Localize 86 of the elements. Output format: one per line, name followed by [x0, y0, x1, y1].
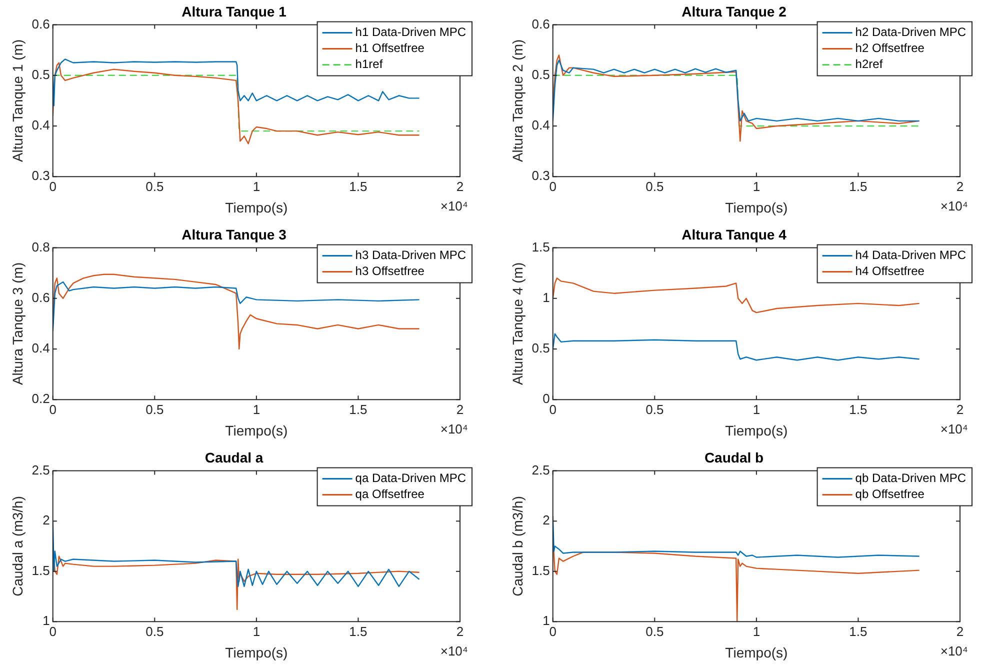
y-tick-label: 0.6 — [532, 16, 550, 32]
y-tick-label: 0.5 — [532, 66, 550, 82]
x-tick-label: 1 — [752, 178, 760, 194]
legend-label: h1 Data-Driven MPC — [355, 25, 466, 40]
x-tick-label: 1.5 — [849, 624, 868, 639]
y-tick-label: 2 — [42, 512, 50, 528]
y-axis-title: Caudal a (m3/h) — [9, 496, 26, 596]
text: ×10⁴ — [440, 422, 468, 437]
x-axis-title: Tiempo(s) — [725, 422, 788, 438]
y-axis-title: Caudal b (m3/h) — [509, 496, 526, 596]
x-tick-label: 2 — [456, 624, 464, 639]
y-tick-label: 1 — [542, 290, 550, 305]
legend-label: qa Data-Driven MPC — [355, 471, 466, 486]
x-tick-label: 0.5 — [146, 178, 164, 194]
x-tick-label: 2 — [956, 178, 964, 194]
legend-label: h2 Offsetfree — [855, 41, 925, 56]
legend-label: h3 Data-Driven MPC — [355, 248, 466, 262]
x-tick-label: 2 — [956, 402, 964, 417]
legend-label: qa Offsetfree — [355, 487, 425, 502]
legend-label: h4 Data-Driven MPC — [855, 248, 966, 262]
y-tick-label: 0.4 — [532, 118, 550, 133]
text: ×10⁴ — [940, 422, 968, 437]
x-axis-title: Tiempo(s) — [225, 199, 288, 216]
x-axis-title: Tiempo(s) — [225, 644, 288, 660]
chart-title: Caudal b — [704, 449, 764, 466]
y-tick-label: 0.6 — [32, 290, 50, 305]
x-tick-label: 1 — [252, 624, 260, 639]
x-tick-label: 0.5 — [646, 624, 664, 639]
x-axis-title: Tiempo(s) — [225, 422, 288, 438]
y-tick-label: 0.3 — [532, 168, 550, 184]
y-tick-label: 1 — [42, 613, 50, 628]
legend-label: h1 Offsetfree — [355, 41, 425, 56]
x-tick-label: 1.5 — [349, 178, 368, 194]
x-tick-label: 2 — [456, 402, 464, 417]
y-tick-label: 0.4 — [32, 118, 50, 133]
legend-label: h2ref — [855, 57, 884, 72]
y-tick-label: 2.5 — [532, 462, 550, 478]
legend-label: h2 Data-Driven MPC — [855, 25, 966, 40]
y-tick-label: 2 — [542, 512, 550, 528]
x-tick-label: 2 — [456, 178, 464, 194]
y-tick-label: 0 — [542, 391, 550, 406]
x-tick-label: 1.5 — [349, 402, 368, 417]
y-tick-label: 0.4 — [32, 340, 50, 356]
y-tick-label: 1.5 — [32, 562, 50, 578]
y-tick-label: 0.5 — [532, 340, 550, 356]
text: ×10⁴ — [940, 198, 968, 214]
y-tick-label: 0.2 — [32, 391, 50, 406]
x-tick-label: 0.5 — [146, 402, 164, 417]
y-tick-label: 0.8 — [32, 239, 50, 254]
x-tick-label: 1 — [252, 178, 260, 194]
text: ×10⁴ — [940, 644, 968, 659]
x-tick-label: 0.5 — [146, 624, 164, 639]
text: ×10⁴ — [440, 644, 468, 659]
y-axis-title: Altura Tanque 4 (m) — [509, 262, 526, 386]
y-axis-title: Altura Tanque 3 (m) — [9, 262, 26, 386]
x-tick-label: 1.5 — [349, 624, 368, 639]
legend-label: h3 Offsetfree — [355, 264, 425, 278]
chart-title: Altura Tanque 3 — [182, 226, 287, 242]
y-tick-label: 0.5 — [32, 66, 50, 82]
y-axis-title: Altura Tanque 2 (m) — [509, 39, 526, 162]
x-tick-label: 1 — [752, 624, 760, 639]
y-tick-label: 1.5 — [532, 239, 550, 254]
y-tick-label: 1 — [542, 613, 550, 628]
y-axis-title: Altura Tanque 1 (m) — [9, 39, 26, 162]
chart-title: Caudal a — [204, 449, 264, 466]
text: ×10⁴ — [440, 198, 468, 214]
legend-label: qb Data-Driven MPC — [855, 471, 966, 486]
x-tick-label: 1.5 — [849, 402, 868, 417]
x-tick-label: 0.5 — [646, 402, 664, 417]
x-tick-label: 1 — [252, 402, 260, 417]
legend-label: h4 Offsetfree — [855, 264, 925, 278]
legend-label: qb Offsetfree — [855, 487, 925, 502]
legend-label: h1ref — [355, 57, 384, 72]
x-axis-title: Tiempo(s) — [725, 644, 788, 660]
x-tick-label: 2 — [956, 624, 964, 639]
y-tick-label: 0.6 — [32, 16, 50, 32]
y-tick-label: 1.5 — [532, 562, 550, 578]
x-axis-title: Tiempo(s) — [725, 199, 788, 216]
chart-title: Altura Tanque 2 — [682, 3, 787, 20]
x-tick-label: 0.5 — [646, 178, 664, 194]
chart-title: Altura Tanque 1 — [182, 3, 287, 20]
y-tick-label: 0.3 — [32, 168, 50, 184]
x-tick-label: 1.5 — [849, 178, 868, 194]
y-tick-label: 2.5 — [32, 462, 50, 478]
x-tick-label: 1 — [752, 402, 760, 417]
chart-title: Altura Tanque 4 — [682, 226, 787, 242]
